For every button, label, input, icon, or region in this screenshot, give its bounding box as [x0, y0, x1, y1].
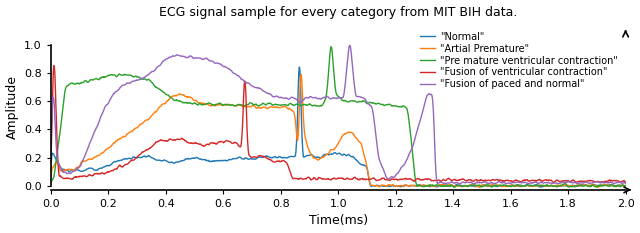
"Normal"	[47, 165, 55, 168]
"Fusion of paced and normal"	[442, 182, 450, 185]
"Pre mature ventricular contraction"	[106, 74, 113, 77]
"Fusion of paced and normal"	[497, 181, 504, 183]
"Pre mature ventricular contraction"	[47, 181, 55, 184]
"Normal"	[301, 156, 308, 158]
X-axis label: Time(ms): Time(ms)	[308, 214, 368, 227]
"Pre mature ventricular contraction"	[507, 185, 515, 188]
"Normal"	[280, 156, 287, 159]
"Artial Premature"	[476, 186, 483, 189]
"Normal"	[106, 164, 113, 167]
Y-axis label: Amplitude: Amplitude	[6, 75, 19, 139]
Line: "Artial Premature": "Artial Premature"	[51, 74, 625, 188]
"Pre mature ventricular contraction"	[451, 186, 458, 189]
"Fusion of ventricular contraction"	[506, 179, 514, 182]
"Artial Premature"	[621, 185, 629, 188]
"Fusion of paced and normal"	[280, 97, 287, 99]
"Fusion of paced and normal"	[106, 99, 113, 102]
Line: "Normal": "Normal"	[51, 67, 625, 187]
"Artial Premature"	[442, 184, 450, 187]
"Pre mature ventricular contraction"	[280, 103, 287, 106]
"Fusion of paced and normal"	[507, 182, 515, 185]
Legend: "Normal", "Artial Premature", "Pre mature ventricular contraction", "Fusion of v: "Normal", "Artial Premature", "Pre matur…	[417, 29, 621, 92]
"Pre mature ventricular contraction"	[327, 45, 335, 48]
"Fusion of ventricular contraction"	[106, 170, 114, 173]
"Pre mature ventricular contraction"	[621, 185, 629, 188]
"Pre mature ventricular contraction"	[300, 103, 308, 106]
"Pre mature ventricular contraction"	[442, 184, 450, 187]
"Fusion of ventricular contraction"	[50, 64, 58, 67]
"Fusion of ventricular contraction"	[301, 178, 308, 180]
"Artial Premature"	[280, 106, 287, 108]
"Artial Premature"	[301, 132, 308, 134]
"Artial Premature"	[507, 184, 515, 187]
"Artial Premature"	[298, 73, 305, 76]
Line: "Fusion of paced and normal": "Fusion of paced and normal"	[51, 45, 625, 184]
"Fusion of paced and normal"	[47, 149, 55, 152]
"Fusion of paced and normal"	[300, 98, 308, 101]
"Artial Premature"	[497, 184, 504, 187]
"Fusion of paced and normal"	[456, 183, 464, 186]
"Artial Premature"	[47, 175, 55, 178]
"Normal"	[496, 184, 504, 187]
"Fusion of paced and normal"	[621, 182, 629, 185]
"Fusion of ventricular contraction"	[280, 159, 288, 162]
"Fusion of ventricular contraction"	[621, 182, 629, 184]
"Normal"	[621, 185, 629, 187]
"Normal"	[537, 186, 545, 188]
"Fusion of paced and normal"	[346, 44, 354, 47]
"Normal"	[296, 66, 303, 69]
Title: ECG signal sample for every category from MIT BIH data.: ECG signal sample for every category fro…	[159, 6, 517, 19]
"Normal"	[442, 184, 450, 187]
"Artial Premature"	[106, 146, 113, 149]
"Normal"	[506, 185, 514, 187]
"Fusion of ventricular contraction"	[47, 161, 55, 163]
"Fusion of ventricular contraction"	[496, 179, 504, 182]
Line: "Pre mature ventricular contraction": "Pre mature ventricular contraction"	[51, 47, 625, 187]
"Fusion of ventricular contraction"	[442, 179, 450, 182]
Line: "Fusion of ventricular contraction": "Fusion of ventricular contraction"	[51, 66, 625, 183]
"Pre mature ventricular contraction"	[497, 184, 504, 187]
